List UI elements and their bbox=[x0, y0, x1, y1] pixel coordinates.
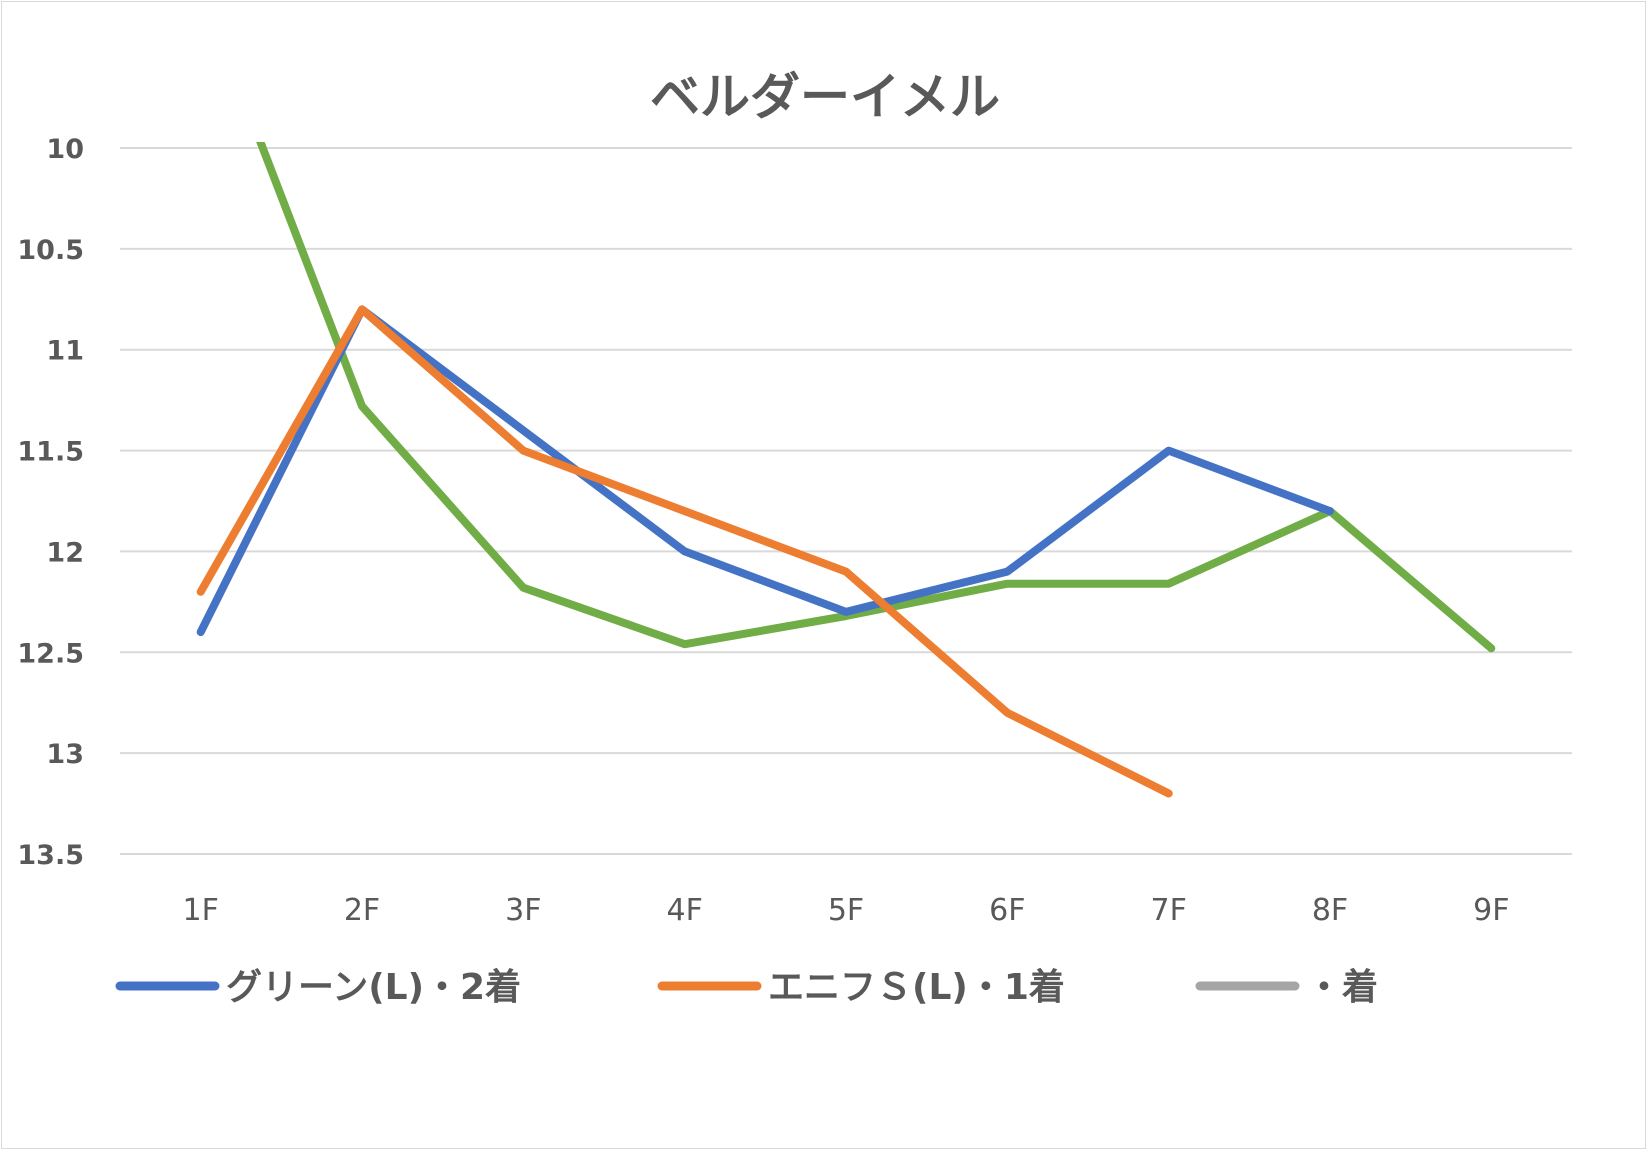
gridlines bbox=[120, 147, 1572, 855]
legend: グリーン(L)・2着 エニフＳ(L)・1着 ・着 bbox=[115, 967, 1378, 1008]
x-tick-label: 6F bbox=[989, 893, 1025, 928]
legend-label: グリーン(L)・2着 bbox=[226, 967, 521, 1008]
y-tick-label: 12 bbox=[46, 537, 84, 568]
legend-label: ・着 bbox=[1306, 967, 1378, 1008]
y-tick-label: 11 bbox=[46, 336, 84, 367]
x-tick-label: 3F bbox=[505, 893, 541, 928]
y-tick-label: 13.5 bbox=[17, 840, 84, 871]
legend-label: エニフＳ(L)・1着 bbox=[768, 967, 1065, 1008]
y-tick-label: 10 bbox=[46, 134, 84, 165]
x-axis-ticks: 1F 2F 3F 4F 5F 6F 7F 8F 9F bbox=[182, 893, 1509, 928]
y-tick-label: 10.5 bbox=[17, 235, 84, 266]
x-tick-label: 7F bbox=[1150, 893, 1186, 928]
series-line-3 bbox=[256, 142, 1496, 653]
x-tick-label: 5F bbox=[828, 893, 864, 928]
y-axis-ticks: 10 10.5 11 11.5 12 12.5 13 13.5 bbox=[17, 134, 84, 871]
x-tick-label: 4F bbox=[666, 893, 702, 928]
series-line-1 bbox=[196, 305, 1173, 798]
x-tick-label: 8F bbox=[1312, 893, 1348, 928]
y-tick-label: 12.5 bbox=[17, 638, 84, 669]
y-tick-label: 13 bbox=[46, 739, 84, 770]
x-tick-label: 9F bbox=[1473, 893, 1509, 928]
chart-title: ベルダーイメル bbox=[650, 68, 1000, 126]
x-tick-label: 1F bbox=[182, 893, 218, 928]
x-tick-label: 2F bbox=[344, 893, 380, 928]
y-tick-label: 11.5 bbox=[17, 437, 84, 468]
series-lines bbox=[196, 142, 1496, 798]
